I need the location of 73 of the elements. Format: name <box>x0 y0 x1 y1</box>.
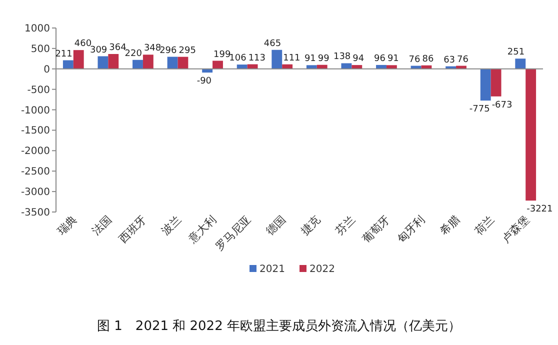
bar <box>62 60 74 69</box>
data-label: 364 <box>109 43 127 54</box>
bar <box>236 64 248 69</box>
data-label: 91 <box>304 54 316 64</box>
x-tick-label: 法国 <box>90 212 114 238</box>
data-label: 220 <box>124 48 142 59</box>
x-tick-label: 芬兰 <box>333 212 358 238</box>
x-tick-label: 波兰 <box>159 212 184 238</box>
y-tick-label: 0 <box>44 64 50 76</box>
y-tick-label: -1000 <box>20 105 50 116</box>
data-label: 106 <box>229 54 247 64</box>
bar <box>526 68 536 201</box>
x-tick-label: 希腊 <box>437 212 462 238</box>
y-tick-label: -500 <box>27 84 50 96</box>
bar <box>306 65 317 69</box>
data-label: -90 <box>196 76 212 87</box>
bar <box>142 54 154 69</box>
bar <box>480 68 491 101</box>
x-tick-label: 荷兰 <box>472 212 497 238</box>
bar <box>376 64 386 69</box>
data-label: 295 <box>178 46 196 56</box>
data-label: 211 <box>55 49 72 60</box>
x-tick-label: 德国 <box>263 212 288 238</box>
data-label: 113 <box>248 53 266 64</box>
data-label: 465 <box>264 38 282 49</box>
data-label: 91 <box>387 54 399 64</box>
x-tick-label: 匈牙利 <box>394 212 428 246</box>
bar <box>386 65 397 69</box>
y-tick-label: -3500 <box>20 208 50 218</box>
data-label: -673 <box>492 100 512 110</box>
bar <box>515 58 526 69</box>
legend-label: 2022 <box>310 264 335 275</box>
x-tick-label: 捷克 <box>298 212 324 238</box>
data-label: 63 <box>444 55 456 66</box>
bar <box>341 63 352 69</box>
y-tick-label: 1000 <box>24 24 50 34</box>
bar <box>212 60 223 69</box>
data-label: 460 <box>74 39 92 50</box>
bar <box>178 56 188 69</box>
bar <box>73 50 84 69</box>
data-label: 309 <box>90 45 108 56</box>
x-tick-label: 卢森堡 <box>499 212 532 246</box>
text: 图 1 2021 和 2022 年欧盟主要成员外资流入情况（亿美元） <box>97 318 461 334</box>
data-label: 251 <box>507 48 525 58</box>
bar <box>272 50 282 69</box>
bar <box>132 60 143 69</box>
x-tick-label: 西班牙 <box>116 212 150 246</box>
y-tick-label: -1500 <box>20 126 50 137</box>
bar <box>490 68 502 96</box>
data-label: 138 <box>333 52 351 62</box>
data-label: -3221 <box>526 204 553 215</box>
data-label: 86 <box>422 54 434 64</box>
data-label: 76 <box>408 54 421 65</box>
data-label: -775 <box>469 104 490 115</box>
bar <box>98 56 108 69</box>
bar <box>167 56 178 69</box>
data-label: 94 <box>352 54 364 64</box>
legend-label: 2021 <box>260 264 285 275</box>
data-label: 96 <box>374 54 386 64</box>
data-label: 199 <box>214 50 231 60</box>
y-tick-label: -2000 <box>20 146 50 158</box>
y-tick-label: 500 <box>30 44 50 55</box>
x-tick-label: 葡萄牙 <box>360 212 393 246</box>
y-tick-label: -3000 <box>20 187 50 198</box>
x-tick-label: 瑞典 <box>54 212 80 238</box>
data-label: 111 <box>283 53 300 64</box>
bar <box>352 65 362 69</box>
data-label: 99 <box>318 54 330 64</box>
data-label: 348 <box>144 44 162 54</box>
bar <box>108 54 119 69</box>
data-label: 296 <box>160 46 178 56</box>
y-tick-label: -2500 <box>20 166 50 178</box>
data-label: 76 <box>457 54 469 65</box>
